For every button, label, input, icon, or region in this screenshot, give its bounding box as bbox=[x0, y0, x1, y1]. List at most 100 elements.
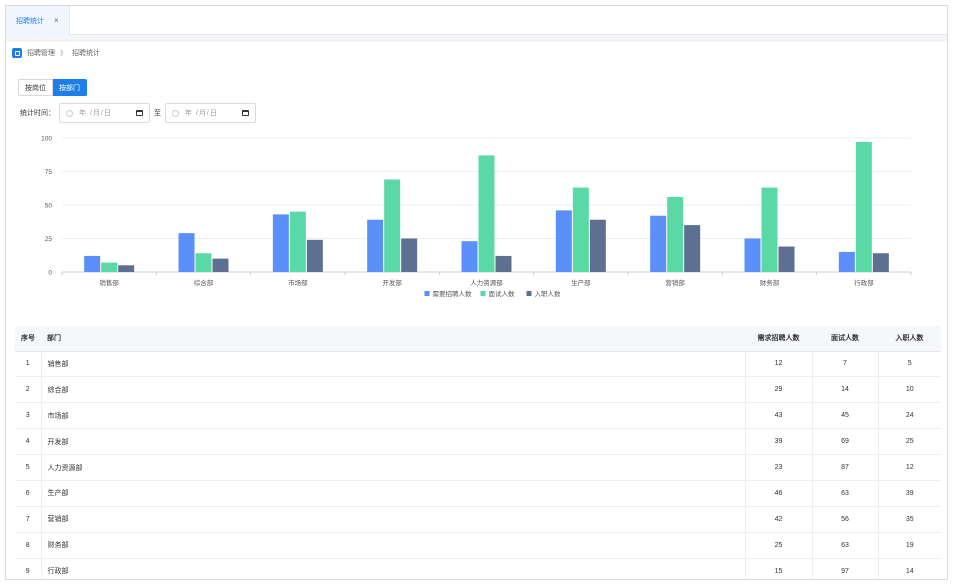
bar bbox=[667, 196, 684, 272]
bar bbox=[778, 246, 795, 272]
cell-demand: 12 bbox=[745, 351, 813, 378]
table-row: 3 市场部 43 45 24 bbox=[15, 402, 941, 430]
bar bbox=[684, 225, 701, 272]
calendar-icon[interactable] bbox=[136, 110, 143, 116]
cell-department: 行政部 bbox=[41, 558, 746, 579]
legend-label: 入职人数 bbox=[535, 289, 562, 298]
x-tick-label: 生产部 bbox=[571, 278, 591, 287]
close-icon[interactable]: × bbox=[54, 16, 59, 25]
bar bbox=[478, 155, 495, 272]
breadcrumb-separator: 》 bbox=[60, 50, 67, 57]
bar bbox=[118, 265, 135, 272]
cell-demand: 43 bbox=[745, 402, 813, 430]
cell-interview: 69 bbox=[812, 428, 879, 456]
department-bar-chart: 0 25 50 75 100 销售部 综合部 市场部 开发部 人力资源部 生产部 营销部 财务部 行政部需… bbox=[41, 136, 912, 298]
stats-table: 序号 部门 需求招聘人数 面试人数 入职人数 1 销售部 12 7 5 2 综合 bbox=[15, 326, 941, 579]
cell-index: 8 bbox=[15, 532, 42, 559]
cell-department: 财务部 bbox=[41, 532, 746, 559]
bar bbox=[289, 211, 306, 272]
cell-hired: 19 bbox=[878, 532, 941, 559]
module-icon bbox=[12, 48, 22, 58]
table-row: 4 开发部 39 69 25 bbox=[15, 428, 941, 456]
legend-swatch bbox=[480, 291, 486, 296]
start-date-input[interactable]: 年 /月/日 bbox=[59, 103, 150, 123]
bar bbox=[838, 251, 855, 272]
x-tick-label: 开发部 bbox=[382, 278, 402, 287]
cell-interview: 56 bbox=[812, 506, 879, 533]
y-tick-label: 0 bbox=[48, 270, 52, 277]
header-interview: 面试人数 bbox=[812, 326, 878, 352]
breadcrumb: 招聘管理 》 招聘统计 bbox=[12, 46, 100, 60]
bar bbox=[555, 210, 572, 272]
cell-department: 市场部 bbox=[41, 402, 746, 430]
by-department-button[interactable]: 按部门 bbox=[53, 79, 87, 96]
cell-interview: 63 bbox=[812, 532, 879, 559]
cell-department: 生产部 bbox=[41, 480, 746, 507]
tab-strip bbox=[6, 35, 947, 42]
cell-hired: 5 bbox=[878, 351, 941, 378]
bar bbox=[367, 219, 384, 272]
by-position-button[interactable]: 按岗位 bbox=[18, 79, 53, 96]
app-frame: 招聘统计 × 招聘管理 》 招聘统计 按岗位 按部门 统计时间： 年 /月/日 … bbox=[5, 5, 948, 580]
cell-department: 营销部 bbox=[41, 506, 746, 533]
bar bbox=[306, 239, 323, 272]
y-tick-label: 25 bbox=[45, 236, 53, 243]
bar bbox=[212, 258, 229, 272]
bar bbox=[572, 187, 589, 272]
bar bbox=[761, 187, 778, 272]
breadcrumb-current: 招聘统计 bbox=[72, 50, 100, 57]
table-row: 9 行政部 15 97 14 bbox=[15, 558, 941, 579]
cell-interview: 45 bbox=[812, 402, 879, 430]
header-department: 部门 bbox=[41, 326, 745, 352]
cell-department: 人力资源部 bbox=[41, 454, 746, 481]
cell-department: 销售部 bbox=[41, 351, 746, 378]
cell-index: 3 bbox=[15, 402, 42, 430]
bar bbox=[855, 142, 872, 272]
end-date-placeholder: 年 /月/日 bbox=[185, 110, 218, 117]
cell-demand: 42 bbox=[745, 506, 813, 533]
cell-hired: 24 bbox=[878, 402, 941, 430]
table-row: 8 财务部 25 63 19 bbox=[15, 532, 941, 559]
cell-demand: 23 bbox=[745, 454, 813, 481]
cell-index: 6 bbox=[15, 480, 42, 507]
cell-hired: 25 bbox=[878, 428, 941, 456]
end-date-input[interactable]: 年 /月/日 bbox=[165, 103, 256, 123]
bar bbox=[461, 241, 478, 272]
y-tick-label: 100 bbox=[41, 136, 52, 143]
cell-interview: 14 bbox=[812, 376, 879, 404]
bar bbox=[272, 214, 289, 272]
cell-demand: 46 bbox=[745, 480, 813, 507]
bar bbox=[650, 215, 667, 272]
cell-demand: 25 bbox=[745, 532, 813, 559]
x-tick-label: 行政部 bbox=[854, 278, 874, 287]
date-filter: 统计时间： 年 /月/日 至 年 /月/日 bbox=[20, 103, 256, 123]
bar bbox=[495, 255, 512, 272]
clock-icon bbox=[172, 109, 179, 117]
cell-interview: 87 bbox=[812, 454, 879, 481]
x-tick-label: 人力资源部 bbox=[470, 278, 503, 287]
breadcrumb-parent[interactable]: 招聘管理 bbox=[27, 50, 55, 57]
tab-recruit-stats[interactable]: 招聘统计 × bbox=[6, 6, 70, 35]
cell-index: 1 bbox=[15, 351, 42, 378]
x-tick-label: 销售部 bbox=[99, 278, 119, 287]
header-demand: 需求招聘人数 bbox=[745, 326, 812, 352]
cell-demand: 39 bbox=[745, 428, 813, 456]
cell-index: 2 bbox=[15, 376, 42, 404]
header-index: 序号 bbox=[15, 326, 41, 352]
clock-icon bbox=[66, 109, 73, 117]
table-header-row: 序号 部门 需求招聘人数 面试人数 入职人数 bbox=[15, 326, 941, 352]
cell-index: 4 bbox=[15, 428, 42, 456]
cell-index: 5 bbox=[15, 454, 42, 481]
x-tick-label: 营销部 bbox=[665, 278, 685, 287]
range-separator: 至 bbox=[154, 110, 161, 117]
calendar-icon[interactable] bbox=[242, 110, 249, 116]
bar bbox=[84, 255, 101, 272]
table-row: 6 生产部 46 63 39 bbox=[15, 480, 941, 507]
cell-department: 开发部 bbox=[41, 428, 746, 456]
table-row: 5 人力资源部 23 87 12 bbox=[15, 454, 941, 481]
cell-interview: 7 bbox=[812, 351, 879, 378]
bar bbox=[178, 233, 195, 272]
x-tick-label: 市场部 bbox=[288, 278, 308, 287]
tab-bar: 招聘统计 × bbox=[6, 6, 947, 35]
x-tick-label: 综合部 bbox=[194, 278, 214, 287]
